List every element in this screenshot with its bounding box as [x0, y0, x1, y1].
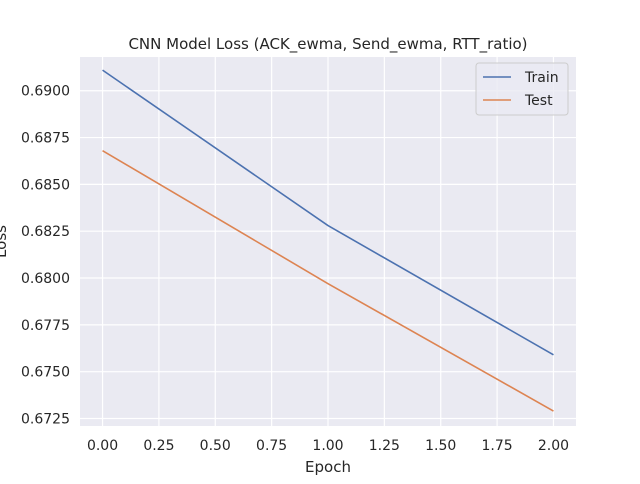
legend-box	[475, 62, 569, 116]
y-tick-label: 0.6725	[21, 412, 70, 428]
legend-label-train: Train	[524, 70, 559, 86]
x-tick-label: 1.25	[369, 438, 400, 454]
y-tick-label: 0.6825	[21, 224, 70, 240]
x-tick-label: 1.00	[312, 438, 343, 454]
legend-label-test: Test	[524, 93, 553, 109]
x-tick-label: 0.00	[87, 438, 118, 454]
y-axis-label: Loss	[0, 225, 10, 258]
x-tick-label: 1.50	[425, 438, 456, 454]
x-tick-label: 2.00	[538, 438, 569, 454]
y-tick-label: 0.6750	[21, 365, 70, 381]
x-tick-label: 0.75	[256, 438, 287, 454]
tick-labels: 0.00 0.25 0.50 0.75 1.00 1.25 1.50 1.75 2.00 0.67…	[21, 84, 569, 454]
series-line-test	[102, 149, 554, 412]
series-line-train	[102, 69, 554, 356]
y-tick-label: 0.6800	[21, 271, 70, 287]
x-tick-label: 0.50	[200, 438, 231, 454]
grid-lines	[80, 57, 576, 426]
legend: Train Test	[475, 62, 569, 116]
series-lines	[102, 69, 554, 412]
y-tick-label: 0.6900	[21, 84, 70, 100]
x-tick-label: 0.25	[143, 438, 174, 454]
chart-title: CNN Model Loss (ACK_ewma, Send_ewma, RTT…	[128, 35, 527, 54]
x-tick-label: 1.75	[482, 438, 513, 454]
y-tick-label: 0.6875	[21, 131, 70, 147]
y-tick-label: 0.6775	[21, 318, 70, 334]
y-tick-label: 0.6850	[21, 177, 70, 193]
x-axis-label: Epoch	[305, 458, 351, 476]
